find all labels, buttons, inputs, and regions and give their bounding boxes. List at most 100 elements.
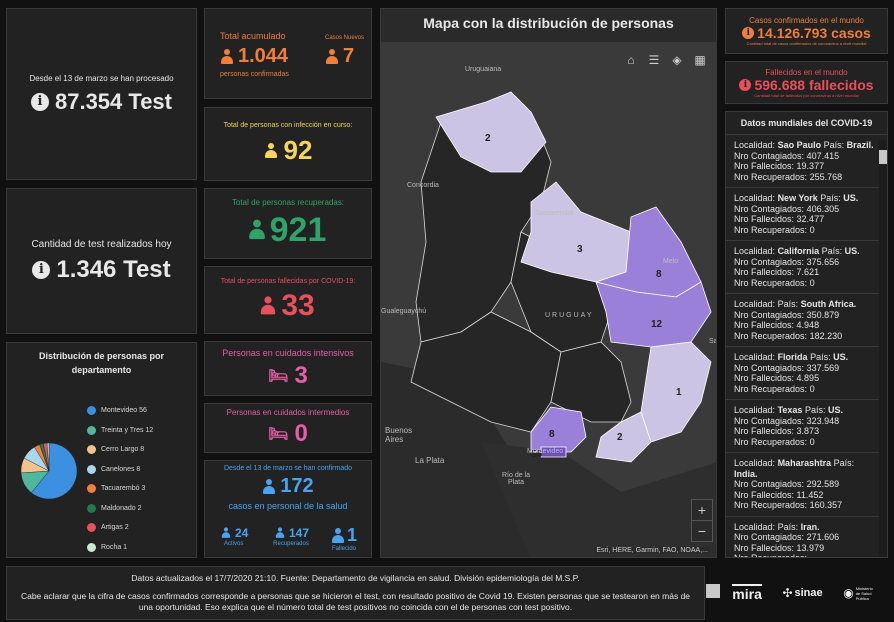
locality-key: Localidad:	[734, 246, 776, 256]
contagiados-key: Nro Contagiados:	[734, 479, 805, 489]
count-canelones: 8	[549, 429, 555, 440]
fallecidos-value: 19.377	[796, 161, 825, 171]
world-list[interactable]: Localidad: Sao Paulo País: Brazil. Nro Co…	[726, 135, 887, 558]
fallecidos-key: Nro Fallecidos:	[734, 542, 795, 553]
info-icon: i	[32, 260, 51, 279]
fallecidos-value: 11.452	[796, 489, 824, 500]
fallecidos-value: 4.948	[796, 320, 820, 330]
person-icon	[260, 295, 277, 315]
info-icon: i	[742, 27, 755, 39]
map-attribution[interactable]: Esri, HERE, Garmin, FAO, NOAA,...	[594, 547, 710, 554]
pie-slice[interactable]	[31, 442, 78, 500]
map-label-rio: Río de la Plata	[501, 472, 531, 486]
world-list-item[interactable]: Localidad: California País: US. Nro Conta…	[726, 241, 887, 294]
legend-item[interactable]: Maldonado 2	[87, 499, 153, 519]
map-label-melo: Melo	[663, 258, 679, 265]
icu-panel: Personas en cuidados intensivos 🛏 3	[204, 341, 372, 396]
footer-scrollbar-thumb[interactable]	[706, 584, 720, 598]
zoom-out-button[interactable]: −	[691, 520, 713, 542]
legend-item[interactable]: Artigas 2	[87, 518, 153, 538]
layers-icon[interactable]: ◈	[672, 53, 682, 67]
health-staff-caption: Desde el 13 de marzo se han confirmado	[223, 465, 353, 472]
recuperados-value: 0	[809, 383, 815, 394]
recuperados-key: Nro Recuperados:	[734, 330, 808, 341]
contagiados-value: 337.569	[806, 362, 840, 373]
recovered-value: 921	[269, 210, 327, 249]
tests-total-value: 87.354 Test	[54, 88, 172, 114]
legend-list-icon[interactable]: ☰	[648, 53, 660, 67]
world-list-item[interactable]: Localidad: País: Iran. Nro Contagiados: 2…	[726, 517, 887, 558]
recuperados-key: Nro Recuperados:	[734, 553, 808, 558]
contagiados-key: Nro Contagiados:	[734, 150, 805, 161]
legend-item[interactable]: Rocha 1	[87, 538, 153, 558]
person-icon	[248, 219, 266, 241]
world-list-item[interactable]: Localidad: Maharashtra País: India. Nro C…	[726, 453, 887, 517]
map-label-gualeguaychu: Gualeguaychú	[381, 308, 427, 315]
legend-item[interactable]: Cerro Largo 8	[87, 440, 153, 460]
footer-updated: Datos actualizados el 17/7/2020 21:10. F…	[131, 573, 580, 583]
world-list-item[interactable]: Localidad: Sao Paulo País: Brazil. Nro Co…	[726, 135, 887, 188]
fallecidos-key: Nro Fallecidos:	[734, 489, 795, 500]
confirmed-sub: personas confirmadas	[220, 71, 289, 78]
contagiados-key: Nro Contagiados:	[734, 415, 805, 426]
recuperados-key: Nro Recuperados:	[734, 171, 808, 182]
contagiados-key: Nro Contagiados:	[734, 532, 805, 542]
recuperados-key: Nro Recuperados:	[734, 436, 808, 447]
recuperados-key: Nro Recuperados:	[734, 383, 808, 394]
locality-value: Maharashtra	[777, 458, 832, 468]
info-icon: i	[739, 78, 752, 91]
country-value: Brazil.	[846, 140, 874, 150]
legend-label: Cerro Largo 8	[101, 446, 145, 454]
legend-swatch	[87, 445, 96, 455]
legend-item[interactable]: Tacuarembó 3	[87, 479, 153, 499]
staff-active-label: Activos	[224, 541, 244, 547]
confirmed-value: 1.044	[238, 45, 289, 67]
map-label-montevideo: Montevideo	[527, 448, 564, 455]
locality-key: Localidad:	[734, 140, 776, 150]
basemap-grid-icon[interactable]: ▦	[694, 53, 706, 67]
active-panel: Total de personas con infección en curso…	[204, 107, 372, 181]
intermediate-label: Personas en cuidados intermedios	[226, 408, 350, 417]
fallecidos-key: Nro Fallecidos:	[734, 161, 795, 171]
fallecidos-key: Nro Fallecidos:	[734, 426, 795, 436]
home-icon[interactable]: ⌂	[627, 53, 635, 67]
fallecidos-key: Nro Fallecidos:	[734, 373, 795, 383]
zoom-in-button[interactable]: +	[691, 499, 713, 521]
world-confirmed-value: 14.126.793 casos	[757, 25, 871, 41]
world-list-item[interactable]: Localidad: New York País: US. Nro Contagi…	[726, 188, 887, 241]
count-treinta-y-tres: 12	[651, 319, 663, 330]
intermediate-value: 0	[294, 420, 308, 447]
pie-slice[interactable]	[46, 442, 50, 472]
staff-deceased-label: Fallecido	[332, 546, 357, 552]
health-staff-sub: casos en personal de la salud	[228, 501, 348, 511]
locality-key: Localidad:	[734, 405, 776, 415]
world-list-item[interactable]: Localidad: País: South Africa. Nro Contag…	[726, 294, 887, 347]
world-deaths-sub: Cantidad total de fallecidos por coronav…	[754, 92, 859, 98]
distribution-legend: Montevideo 56 Treinta y Tres 12 Cerro Larg…	[87, 401, 153, 557]
confirmed-panel: Total acumulado 1.044 personas confirmad…	[204, 8, 372, 99]
intermediate-panel: Personas en cuidados intermedios 🛏 0	[204, 403, 372, 453]
person-icon	[220, 48, 234, 65]
legend-item[interactable]: Treinta y Tres 12	[87, 421, 153, 441]
new-cases-value: 7	[343, 45, 355, 67]
count-rocha: 1	[676, 387, 682, 398]
scrollbar[interactable]	[879, 140, 887, 557]
legend-item[interactable]: Montevideo 56	[87, 401, 153, 421]
world-list-item[interactable]: Localidad: Texas País: US. Nro Contagiado…	[726, 400, 887, 453]
tests-today-caption: Cantidad de test realizados hoy	[31, 238, 172, 250]
legend-swatch	[87, 406, 96, 416]
info-icon: i	[30, 92, 49, 111]
locality-value: Florida	[777, 352, 808, 362]
recuperados-value: 0	[809, 277, 815, 288]
logos-strip: mira ✣ sinae ◉ Ministerio de Salud Públi…	[722, 566, 888, 620]
world-confirmed-sub: Cantidad total de casos confirmados de c…	[746, 41, 867, 46]
map-title: Mapa con la distribución de personas	[423, 15, 674, 31]
legend-label: Treinta y Tres 12	[101, 426, 154, 434]
world-list-item[interactable]: Localidad: Florida País: US. Nro Contagia…	[726, 347, 887, 400]
legend-item[interactable]: Canelones 8	[87, 460, 153, 480]
tests-today-panel: Cantidad de test realizados hoy i 1.346 …	[6, 188, 197, 334]
scrollbar-thumb[interactable]	[879, 150, 887, 164]
map-canvas[interactable]: 2 3 8 12 1 2 8 56 Uruguaiana Concordia T…	[381, 42, 716, 557]
distribution-pie[interactable]	[19, 441, 79, 501]
locality-value: Sao Paulo	[777, 140, 822, 150]
